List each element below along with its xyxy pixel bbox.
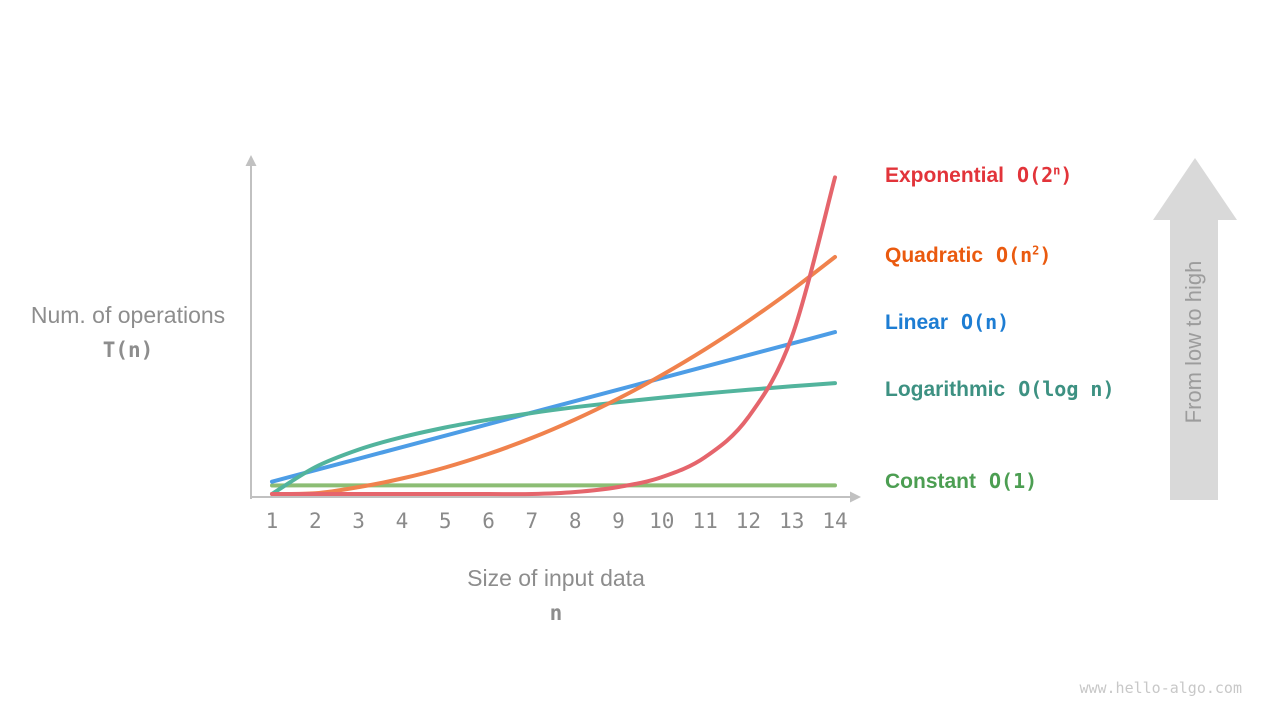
x-axis-label: Size of input data (467, 565, 645, 591)
x-tick-label: 1 (265, 509, 279, 533)
legend-label: Logarithmic (885, 378, 1006, 401)
watermark: www.hello-algo.com (1079, 679, 1242, 697)
x-tick-label: 14 (822, 509, 848, 533)
legend-label: Constant (885, 470, 976, 493)
x-tick-label: 8 (568, 509, 582, 533)
curve-linear (270, 330, 837, 484)
curve-exponential (270, 175, 837, 497)
x-tick-label: 7 (525, 509, 539, 533)
legend-formula: O(1) (989, 469, 1038, 493)
legend-item-constant: Constant O(1) (885, 469, 1037, 499)
x-tick-label: 9 (612, 509, 625, 533)
legend-label: Linear (885, 311, 949, 334)
curve-quadratic (270, 255, 837, 497)
legend-label: Quadratic (885, 244, 984, 267)
curve-logarithmic (270, 381, 837, 496)
legend-formula: O(log n) (1018, 377, 1115, 401)
x-tick-label: 6 (482, 509, 495, 533)
x-tick-label: 12 (735, 509, 762, 533)
x-axis-symbol: n (549, 601, 563, 625)
x-tick-label: 2 (308, 509, 322, 533)
x-axis-title: Size of input data n (406, 564, 706, 625)
legend-formula: O(n2) (996, 243, 1052, 267)
legend-formula: O(2n) (1017, 163, 1073, 187)
legend-item-quadratic: Quadratic O(n2) (885, 243, 1051, 273)
legend-item-exponential: Exponential O(2n) (885, 163, 1072, 193)
curves-group (270, 175, 837, 497)
y-axis-label: Num. of operations (30, 302, 226, 328)
x-tick-label: 10 (649, 509, 675, 533)
x-axis-arrowhead-icon (850, 491, 861, 503)
legend-item-linear: Linear O(n) (885, 310, 1009, 340)
y-axis-symbol: T(n) (102, 338, 154, 362)
trend-arrow-icon (1153, 158, 1237, 500)
y-axis-arrowhead-icon (245, 155, 257, 166)
x-tick-label: 3 (352, 509, 365, 533)
trend-arrow-label: From low to high (1181, 260, 1206, 424)
x-tick-label: 4 (395, 509, 409, 533)
x-tick-label: 5 (438, 509, 452, 533)
legend-label: Exponential (885, 164, 1005, 187)
legend-formula: O(n) (961, 310, 1010, 334)
x-tick-label: 13 (779, 509, 805, 533)
legend-item-logarithmic: Logarithmic O(log n) (885, 377, 1115, 407)
y-axis-title: Num. of operations T(n) (0, 301, 256, 362)
x-tick-label: 11 (692, 509, 718, 533)
